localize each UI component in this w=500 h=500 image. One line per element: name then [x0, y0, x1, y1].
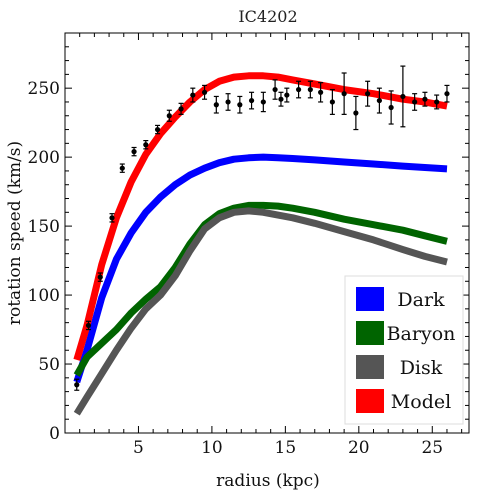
data-point	[341, 91, 347, 97]
series-line-disk	[73, 207, 448, 416]
series-line-baryon	[73, 201, 448, 377]
x-tick-label: 5	[133, 438, 144, 458]
data-point	[412, 99, 418, 105]
data-point	[74, 382, 80, 388]
legend-swatch-model	[356, 389, 384, 413]
y-tick-label: 250	[28, 79, 60, 99]
data-point	[237, 102, 243, 108]
model-curves	[73, 72, 448, 416]
legend-swatch-baryon	[356, 321, 384, 345]
y-axis-label: rotation speed (km/s)	[5, 141, 25, 325]
data-point	[353, 110, 359, 116]
data-point	[119, 165, 125, 171]
data-point	[178, 106, 184, 112]
data-point	[109, 215, 115, 221]
x-tick-label: 20	[348, 438, 370, 458]
observed-data-points	[74, 65, 450, 391]
data-point	[225, 99, 231, 105]
data-point	[365, 91, 371, 97]
data-point	[295, 86, 302, 93]
data-point	[284, 92, 290, 98]
data-point	[307, 86, 313, 93]
data-point	[444, 91, 450, 97]
plot-frame	[64, 32, 470, 434]
data-point	[248, 97, 255, 104]
x-tick-label: 15	[275, 438, 297, 458]
data-point	[318, 89, 324, 95]
data-point	[85, 322, 92, 329]
data-point	[422, 96, 428, 102]
y-tick-label: 50	[38, 355, 60, 375]
y-tick-label: 200	[28, 148, 60, 168]
data-point	[143, 142, 149, 148]
x-axis-label: radius (kpc)	[216, 471, 320, 491]
data-point	[272, 86, 278, 93]
series-line-dark	[73, 153, 448, 384]
legend-label-model: Model	[391, 391, 451, 413]
y-tick-label: 150	[28, 217, 60, 237]
y-tick-label: 100	[28, 286, 60, 306]
legend-swatch-dark	[356, 287, 384, 311]
data-point	[131, 149, 137, 155]
data-point	[213, 102, 219, 108]
x-tick-label: 25	[421, 438, 443, 458]
legend-swatch-disk	[356, 355, 384, 379]
data-point	[278, 96, 284, 102]
y-tick-label: 0	[49, 424, 60, 444]
data-point	[400, 93, 406, 100]
x-tick-label: 10	[201, 438, 223, 458]
data-point	[260, 99, 266, 105]
data-point	[97, 274, 103, 280]
data-point	[190, 92, 196, 98]
series-line-model	[73, 72, 448, 361]
data-point	[376, 97, 382, 104]
data-point	[166, 113, 172, 119]
data-point	[201, 89, 208, 95]
legend: Dark Baryon Disk Model	[344, 275, 464, 425]
data-point	[154, 126, 161, 133]
legend-label-disk: Disk	[400, 357, 443, 379]
chart-title: IC4202	[238, 7, 297, 26]
data-point	[434, 99, 440, 105]
data-point	[388, 104, 394, 111]
data-point	[329, 99, 335, 105]
legend-label-dark: Dark	[397, 289, 445, 311]
legend-label-baryon: Baryon	[387, 323, 456, 345]
